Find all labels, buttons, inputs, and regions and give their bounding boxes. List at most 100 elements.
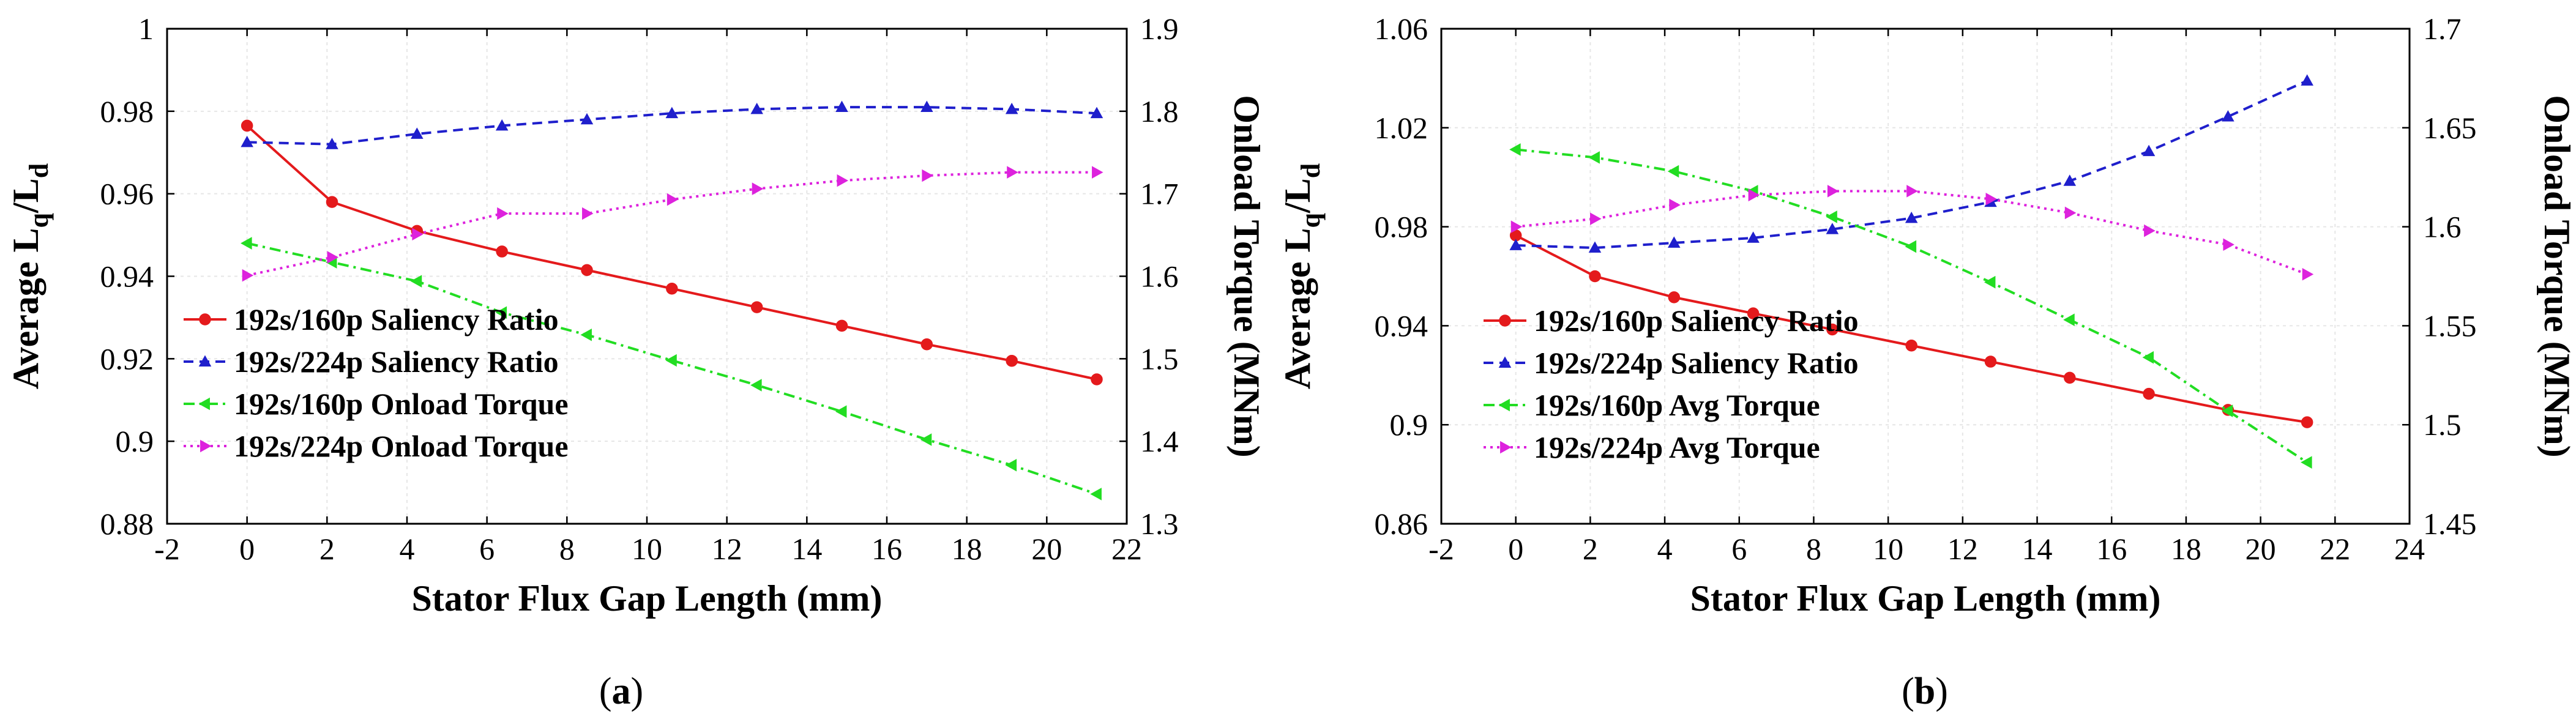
y2-tick-label: 1.6	[1140, 259, 1179, 294]
caption-paren: (	[1902, 671, 1914, 712]
legend-label: 192s/160p Saliency Ratio	[234, 302, 559, 337]
x-axis-title: Stator Flux Gap Length (mm)	[1690, 578, 2161, 619]
data-point	[920, 100, 933, 113]
data-point	[1984, 275, 1996, 289]
y-tick-label: 1.06	[1375, 12, 1428, 46]
data-point	[1092, 166, 1103, 179]
data-point	[1985, 193, 1998, 206]
legend-marker	[198, 397, 210, 411]
y-axis-title-part: Average L	[1277, 228, 1318, 389]
series-line	[247, 242, 1097, 496]
data-point	[835, 319, 848, 332]
y-axis-title-part: q	[1296, 212, 1326, 228]
series-1	[241, 100, 1103, 149]
series-0	[1509, 229, 2313, 428]
x-tick-label: 18	[2171, 532, 2201, 566]
data-point	[1905, 211, 1918, 223]
data-point	[2063, 313, 2075, 326]
y-axis-title-part: /L	[6, 178, 46, 214]
y-axis-title: Average Lq/Ld	[1277, 163, 1326, 389]
data-point	[1668, 236, 1681, 248]
data-point	[241, 119, 253, 132]
data-point	[1588, 151, 1600, 164]
x-tick-label: -2	[1428, 532, 1454, 566]
data-point	[580, 328, 592, 341]
x-tick-label: 10	[1873, 532, 1903, 566]
y-axis-title-part: Average L	[6, 228, 46, 389]
data-point	[1006, 354, 1018, 367]
data-point	[1826, 210, 1837, 223]
y2-tick-label: 1.5	[1140, 341, 1179, 376]
data-point	[1826, 323, 1839, 336]
x-tick-label: 2	[319, 532, 335, 566]
data-point	[2064, 371, 2076, 384]
data-point	[412, 228, 424, 241]
x-tick-label: 6	[1731, 532, 1747, 566]
y-tick-label: 0.92	[100, 341, 154, 376]
data-point	[2301, 456, 2312, 469]
x-tick-label: 2	[1583, 532, 1598, 566]
data-point	[835, 405, 847, 418]
data-point	[920, 433, 932, 446]
data-point	[1984, 355, 1997, 368]
data-point	[497, 207, 509, 220]
data-point	[2223, 238, 2234, 251]
data-point	[666, 193, 679, 206]
data-point	[1589, 270, 1601, 283]
data-point	[2144, 224, 2156, 237]
y-axis-title-part: q	[24, 212, 54, 228]
series-line	[1515, 148, 2308, 464]
legend: 192s/160p Saliency Ratio 192s/224p Salien…	[184, 302, 569, 463]
data-point	[2301, 416, 2313, 428]
data-point	[326, 138, 338, 149]
caption-letter: b	[1914, 671, 1935, 712]
data-point	[922, 169, 933, 182]
series-0	[241, 119, 1103, 385]
series-group	[1509, 74, 2314, 469]
series-line	[247, 171, 1097, 277]
data-point	[1826, 223, 1839, 234]
series-3	[1510, 185, 2314, 281]
chart-b: -2 0 2 4 6 8 10 12 14 16 18 20 22 240.860.90.940.981.…	[1277, 12, 2576, 712]
data-point	[2142, 144, 2156, 157]
legend-marker	[199, 313, 211, 326]
data-point	[581, 264, 593, 277]
subfigure-caption: (a)	[599, 671, 643, 712]
legend-label: 192s/224p Saliency Ratio	[234, 344, 559, 379]
y2-tick-label: 1.3	[1140, 507, 1179, 541]
data-point	[1090, 488, 1102, 501]
x-tick-label: 24	[2394, 532, 2425, 566]
y-tick-label: 0.94	[100, 259, 154, 294]
x-tick-label: 16	[2096, 532, 2127, 566]
data-point	[2302, 267, 2314, 281]
data-point	[750, 102, 763, 114]
data-point	[750, 301, 763, 313]
y-axis-title-part: d	[24, 163, 54, 178]
y-tick-label: 0.9	[1390, 408, 1428, 442]
x-tick-label: 0	[239, 532, 255, 566]
y2-tick-label: 1.65	[2423, 111, 2477, 145]
x-tick-label: 12	[712, 532, 742, 566]
data-point	[1668, 291, 1681, 303]
y2-tick-label: 1.7	[1140, 177, 1179, 211]
data-point	[1091, 373, 1103, 385]
y2-axis-title: Onload Torque (MNm)	[1226, 95, 1267, 457]
caption-paren: )	[631, 671, 644, 712]
legend-marker	[200, 439, 212, 453]
ticks: -2 0 2 4 6 8 10 12 14 16 18 20 22 240.860.90.940.981.…	[1375, 12, 2477, 566]
data-point	[582, 207, 594, 220]
legend-marker	[1500, 441, 1512, 454]
x-tick-label: 14	[2022, 532, 2053, 566]
legend-marker	[1499, 314, 1511, 327]
data-point	[2221, 404, 2233, 417]
data-point	[666, 282, 678, 295]
data-point	[835, 100, 848, 113]
y-axis-title: Average Lq/Ld	[6, 163, 54, 389]
data-point	[2064, 206, 2077, 220]
data-point	[1005, 458, 1017, 472]
data-point	[411, 127, 424, 139]
caption-paren: (	[599, 671, 612, 712]
data-point	[1667, 165, 1679, 178]
y2-tick-label: 1.6	[2423, 210, 2462, 244]
